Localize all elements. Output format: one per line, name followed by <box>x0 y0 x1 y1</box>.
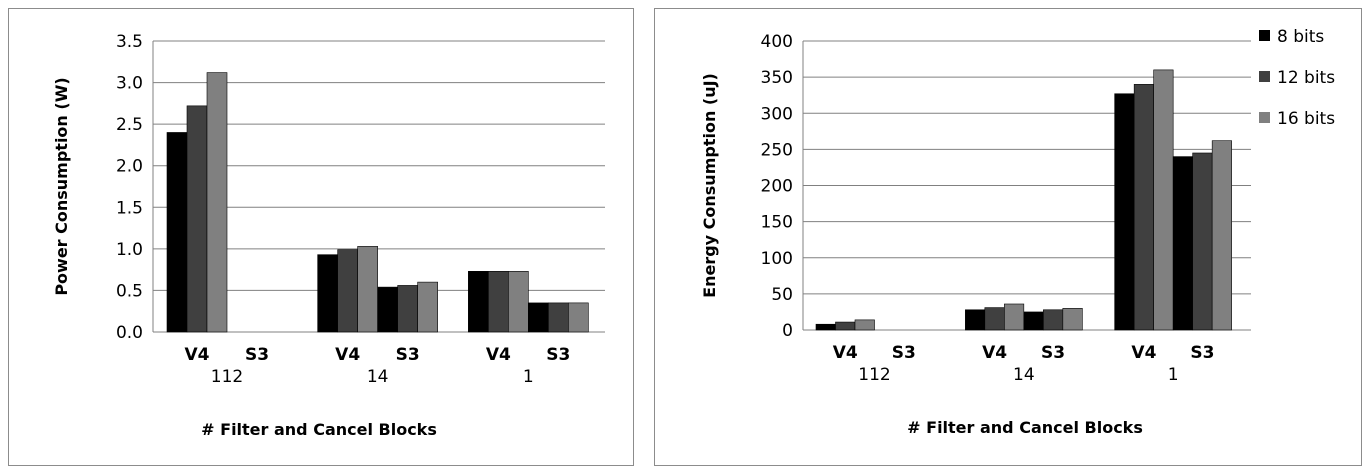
power-bar <box>568 302 589 333</box>
power-category-label: S3 <box>396 345 420 365</box>
energy-bar <box>1211 140 1232 331</box>
power-bar <box>548 302 569 333</box>
energy-y-axis-title: Energy Consumption (uJ) <box>700 73 719 298</box>
energy-bar <box>1023 311 1044 331</box>
power-bar <box>468 271 489 333</box>
energy-legend-swatch <box>1259 112 1270 123</box>
energy-group-label: 1 <box>1168 365 1179 385</box>
energy-bar <box>965 309 986 331</box>
power-bar <box>166 132 188 333</box>
power-bar <box>317 254 338 333</box>
energy-bar <box>984 307 1005 331</box>
energy-y-tick-label: 250 <box>761 140 793 160</box>
energy-bar <box>1133 84 1154 331</box>
energy-bar <box>1043 309 1064 331</box>
energy-legend-swatch <box>1259 30 1270 41</box>
energy-y-tick-label: 400 <box>761 32 793 52</box>
energy-y-tick-label: 100 <box>761 249 793 269</box>
energy-y-tick-label: 300 <box>761 104 793 124</box>
energy-category-label: V4 <box>1131 343 1156 363</box>
power-x-axis-title: # Filter and Cancel Blocks <box>201 420 437 439</box>
power-y-tick-label: 2.5 <box>116 115 143 135</box>
energy-bar <box>1114 93 1135 331</box>
energy-y-tick-label: 50 <box>771 285 793 305</box>
power-y-tick-label: 1.5 <box>116 198 143 218</box>
power-bar <box>206 72 228 333</box>
energy-bar <box>1192 152 1213 331</box>
power-group-label: 14 <box>367 367 389 387</box>
power-bar <box>186 105 208 333</box>
power-chart-panel: 0.0 0.5 1.0 1.5 2.0 2.5 3.0 3.5 V4 S3 112 V4 S3 14 V4 S… <box>8 8 634 466</box>
energy-bar <box>1172 156 1193 331</box>
power-y-tick-label: 0.5 <box>116 281 143 301</box>
energy-bar <box>815 323 836 331</box>
energy-legend-label: 8 bits <box>1277 27 1324 47</box>
energy-legend-swatch <box>1259 71 1270 82</box>
power-y-tick-label: 3.0 <box>116 74 143 94</box>
power-y-tick-label: 3.5 <box>116 32 143 52</box>
energy-bar <box>835 321 856 331</box>
power-bar <box>397 285 418 333</box>
power-group-label: 112 <box>211 367 243 387</box>
power-bar <box>417 281 438 333</box>
energy-bar <box>1004 303 1025 331</box>
energy-category-label: V4 <box>833 343 858 363</box>
power-category-label: V4 <box>335 345 360 365</box>
energy-bar <box>1062 308 1083 331</box>
power-bar <box>528 302 549 333</box>
power-bar <box>337 249 358 333</box>
energy-x-axis-title: # Filter and Cancel Blocks <box>907 418 1143 437</box>
power-category-label: V4 <box>185 345 210 365</box>
energy-y-tick-label: 350 <box>761 68 793 88</box>
power-y-axis-title: Power Consumption (W) <box>52 77 71 295</box>
energy-legend-label: 16 bits <box>1277 109 1335 129</box>
energy-chart-panel: 0 50 100 150 200 250 300 350 400 V4 S3 112 V4 S3 14 V4 S… <box>654 8 1362 466</box>
power-category-label: S3 <box>546 345 570 365</box>
power-bar <box>357 246 378 333</box>
energy-group-label: 112 <box>858 365 890 385</box>
power-y-tick-label: 2.0 <box>116 157 143 177</box>
energy-bar <box>854 319 875 331</box>
energy-group-label: 14 <box>1013 365 1035 385</box>
energy-legend-label: 12 bits <box>1277 68 1335 88</box>
power-bar <box>377 286 398 333</box>
power-y-tick-label: 0.0 <box>116 323 143 343</box>
power-category-label: S3 <box>245 345 269 365</box>
power-bar <box>488 271 509 333</box>
energy-y-tick-label: 200 <box>761 177 793 197</box>
power-category-label: V4 <box>486 345 511 365</box>
power-group-label: 1 <box>523 367 534 387</box>
energy-bar <box>1153 69 1174 331</box>
power-bar <box>508 271 529 333</box>
energy-category-label: S3 <box>1190 343 1214 363</box>
energy-y-tick-label: 150 <box>761 213 793 233</box>
energy-category-label: V4 <box>982 343 1007 363</box>
energy-y-tick-label: 0 <box>782 321 793 341</box>
power-y-tick-label: 1.0 <box>116 240 143 260</box>
energy-category-label: S3 <box>1041 343 1065 363</box>
energy-category-label: S3 <box>892 343 916 363</box>
